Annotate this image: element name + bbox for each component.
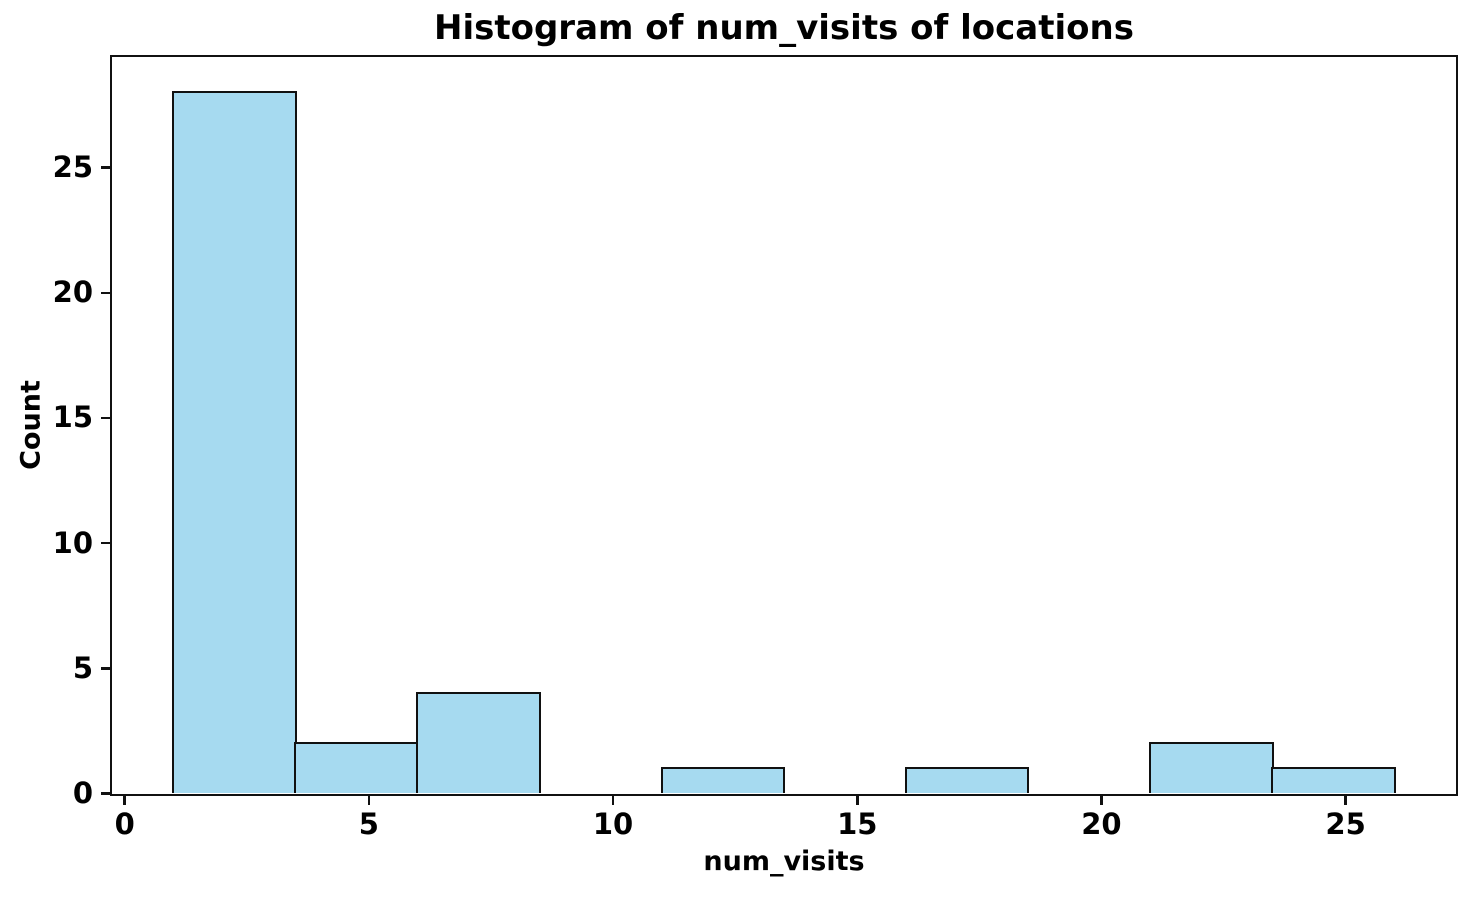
histogram-bar — [904, 767, 1030, 794]
y-tick-label: 15 — [52, 400, 93, 435]
y-tick-label: 10 — [52, 525, 93, 560]
histogram-bar — [660, 767, 786, 794]
x-tick-label: 10 — [592, 807, 634, 841]
histogram-bar — [294, 742, 419, 794]
x-tick-label: 0 — [114, 807, 135, 841]
y-tick-mark — [101, 541, 110, 545]
x-tick-mark — [856, 796, 859, 805]
y-tick-label: 5 — [72, 650, 93, 685]
histogram-bar — [172, 91, 297, 794]
y-tick-mark — [101, 416, 110, 420]
y-axis-label: Count — [15, 380, 47, 470]
y-tick-mark — [101, 792, 110, 795]
x-tick-label: 5 — [358, 807, 379, 841]
histogram-bar — [416, 692, 542, 794]
chart-title: Histogram of num_visits of locations — [434, 8, 1134, 48]
y-tick-mark — [101, 166, 110, 169]
y-tick-label: 25 — [52, 150, 93, 185]
y-tick-label: 0 — [72, 776, 93, 810]
x-tick-label: 20 — [1081, 807, 1122, 841]
plot-area — [110, 55, 1458, 796]
x-tick-mark — [1100, 796, 1103, 805]
x-tick-label: 25 — [1325, 807, 1366, 841]
histogram-bar — [1271, 767, 1396, 794]
y-tick-mark — [101, 667, 110, 670]
x-tick-mark — [123, 796, 126, 805]
histogram-bar — [1149, 742, 1274, 794]
y-tick-mark — [101, 291, 110, 295]
x-tick-mark — [1344, 796, 1347, 805]
x-tick-mark — [367, 796, 371, 805]
x-axis-label: num_visits — [703, 846, 865, 877]
x-tick-mark — [611, 796, 615, 805]
x-tick-label: 15 — [837, 807, 878, 841]
y-tick-label: 20 — [52, 275, 93, 310]
